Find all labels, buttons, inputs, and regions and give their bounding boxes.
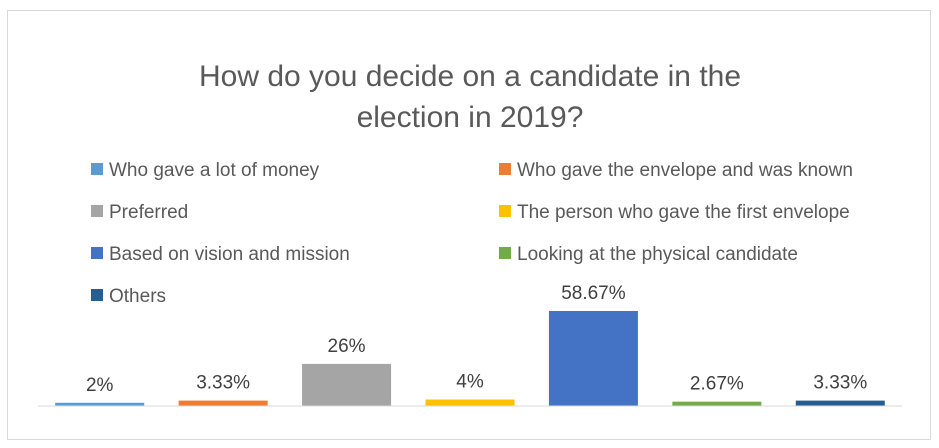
chart-title-line-2: election in 2019?	[357, 101, 584, 134]
legend-swatch-4	[499, 205, 511, 217]
data-label-4: 4%	[456, 372, 484, 393]
legend-label-4: The person who gave the first envelope	[517, 202, 850, 223]
chart-frame: How do you decide on a candidate in the …	[7, 10, 931, 440]
legend-label-1: Who gave a lot of money	[109, 160, 320, 181]
data-label-7: 3.33%	[813, 373, 867, 394]
chart-title-line-1: How do you decide on a candidate in the	[199, 60, 741, 93]
bar-2	[178, 400, 268, 406]
data-label-3: 26%	[328, 336, 366, 357]
data-label-2: 3.33%	[196, 373, 250, 394]
legend-label-5: Based on vision and mission	[109, 244, 350, 265]
data-label-6: 2.67%	[690, 374, 744, 395]
legend-swatch-3	[91, 205, 103, 217]
chart-svg: How do you decide on a candidate in the …	[38, 60, 902, 407]
legend-label-7: Others	[109, 286, 166, 307]
legend-label-2: Who gave the envelope and was known	[517, 160, 853, 181]
data-label-5: 58.67%	[561, 283, 626, 304]
legend-swatch-6	[499, 247, 511, 259]
bar-6	[672, 401, 762, 406]
chart-legend: Who gave a lot of money Who gave the enve…	[91, 160, 853, 307]
legend-label-6: Looking at the physical candidate	[517, 244, 798, 265]
legend-swatch-2	[499, 163, 511, 175]
bar-5	[548, 311, 638, 406]
bar-1	[55, 402, 145, 406]
legend-swatch-7	[91, 289, 103, 301]
data-label-1: 2%	[86, 375, 114, 396]
bar-4	[425, 399, 515, 406]
chart-title: How do you decide on a candidate in the …	[199, 60, 741, 134]
legend-swatch-5	[91, 247, 103, 259]
chart-bars	[55, 311, 885, 406]
legend-label-3: Preferred	[109, 202, 188, 223]
bar-7	[795, 400, 885, 406]
legend-swatch-1	[91, 163, 103, 175]
chart-data-labels: 2% 3.33% 26% 4% 58.67% 2.67% 3.33%	[86, 283, 867, 396]
bar-3	[302, 363, 392, 406]
